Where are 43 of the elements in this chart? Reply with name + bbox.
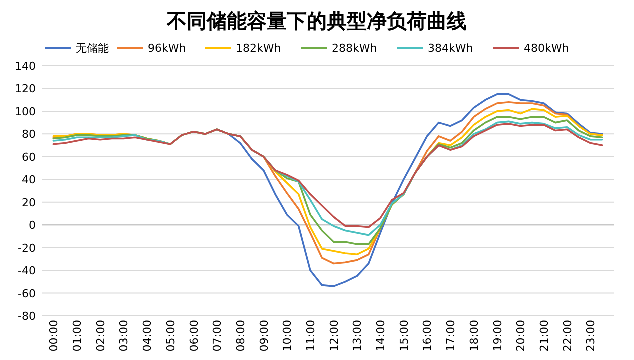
legend-label: 480kWh (524, 42, 570, 55)
y-tick-label: -20 (18, 242, 36, 255)
legend-label: 96kWh (148, 42, 186, 55)
x-tick-label: 13:00 (351, 320, 364, 352)
x-tick-label: 18:00 (468, 320, 481, 352)
y-tick-label: 40 (22, 174, 36, 187)
y-tick-label: 60 (22, 150, 36, 164)
x-tick-label: 10:00 (281, 320, 294, 352)
y-tick-label: 20 (22, 196, 36, 210)
y-tick-label: 140 (15, 60, 36, 73)
x-tick-label: 01:00 (71, 320, 84, 352)
x-tick-label: 14:00 (374, 320, 388, 352)
legend-label: 无储能 (76, 42, 109, 55)
x-tick-label: 21:00 (538, 320, 551, 352)
x-tick-label: 20:00 (514, 320, 528, 352)
legend-label: 288kWh (332, 42, 378, 55)
y-tick-label: -80 (18, 310, 36, 323)
y-tick-label: 100 (15, 105, 36, 118)
y-tick-label: 80 (22, 128, 36, 142)
x-tick-label: 06:00 (188, 320, 201, 352)
x-tick-label: 05:00 (164, 320, 178, 352)
x-tick-label: 15:00 (398, 320, 411, 352)
x-tick-label: 09:00 (258, 320, 271, 352)
x-tick-label: 04:00 (141, 320, 154, 352)
x-tick-label: 07:00 (211, 320, 224, 352)
x-tick-label: 19:00 (491, 320, 504, 352)
x-tick-label: 22:00 (561, 320, 574, 352)
x-tick-label: 03:00 (118, 320, 131, 352)
x-tick-label: 17:00 (444, 320, 458, 352)
y-tick-label: 120 (15, 82, 36, 96)
x-tick-label: 12:00 (328, 320, 341, 352)
x-tick-label: 23:00 (584, 320, 598, 352)
y-tick-label: -60 (18, 287, 36, 300)
legend-label: 182kWh (236, 42, 282, 55)
x-tick-label: 08:00 (234, 320, 248, 352)
y-tick-label: -40 (18, 264, 36, 278)
x-tick-label: 02:00 (94, 320, 108, 352)
x-tick-label: 00:00 (48, 320, 61, 352)
legend-label: 384kWh (428, 42, 474, 55)
chart-title: 不同储能容量下的典型净负荷曲线 (166, 9, 467, 33)
y-tick-label: 0 (29, 219, 36, 232)
x-tick-label: 11:00 (304, 320, 318, 352)
x-tick-label: 16:00 (421, 320, 434, 352)
